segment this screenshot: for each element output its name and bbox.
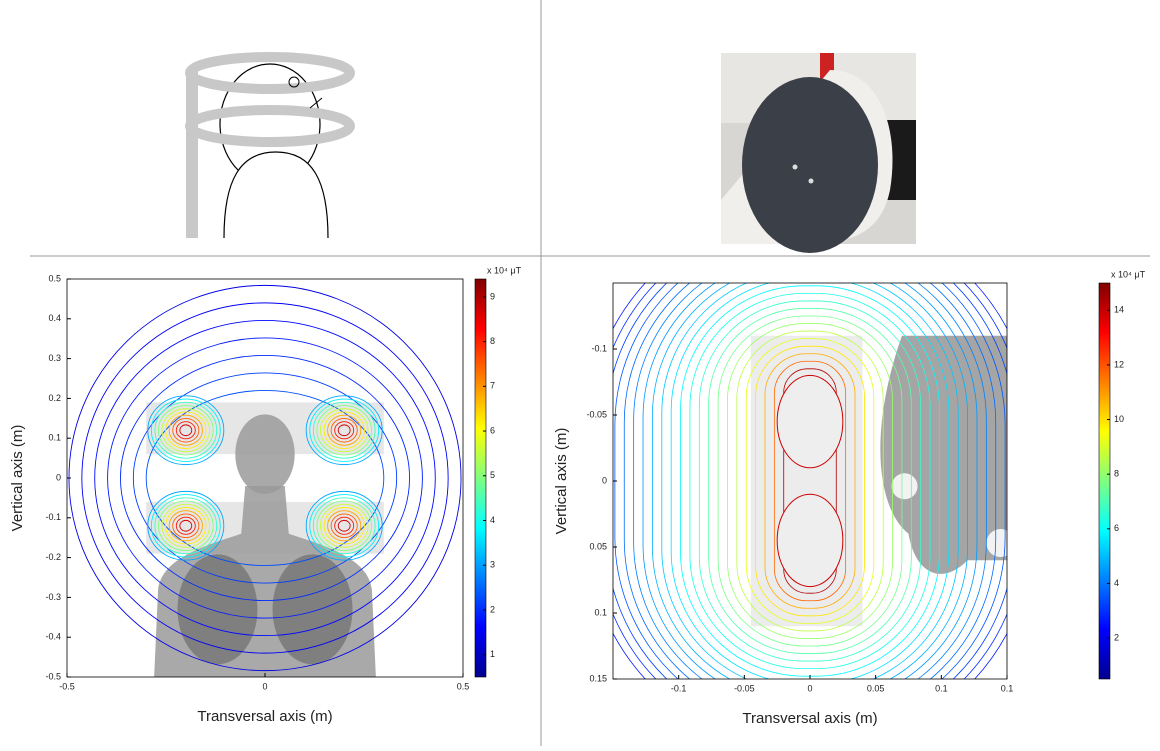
y-tick-label: 0.4 [48, 313, 61, 323]
colorbar-tick-label: 6 [490, 425, 495, 435]
y-tick-label: 0 [56, 472, 61, 482]
x-tick-label: 0.05 [867, 683, 885, 693]
figure: -0.5 0 0.5 -0.5 -0.4 -0.3 -0.2 -0.1 0 0.1 0.2 0.3 0.… [0, 0, 1160, 746]
y-tick-label: -0.1 [45, 512, 61, 522]
x-tick-label: 0.1 [1001, 683, 1014, 693]
x-axis-label: Transversal axis (m) [742, 710, 877, 727]
anatomy-image [892, 473, 918, 499]
anatomy-image [235, 414, 294, 494]
coil-photo [721, 53, 916, 253]
y-tick-label: -0.1 [591, 343, 607, 353]
x-tick-label: -0.1 [671, 683, 687, 693]
x-tick-label: -0.5 [59, 681, 75, 691]
x-tick-label: 0.5 [457, 681, 470, 691]
x-tick-label: 0.1 [935, 683, 948, 693]
colorbar-tick-label: 9 [490, 291, 495, 301]
x-tick-label: 0 [262, 681, 267, 691]
y-tick-label: 0.2 [48, 393, 61, 403]
y-tick-label: 0.15 [589, 673, 607, 683]
x-tick-label: -0.05 [734, 683, 755, 693]
y-tick-label: -0.2 [45, 552, 61, 562]
colorbar-tick-label: 6 [1114, 523, 1119, 533]
colorbar-tick-label: 10 [1114, 414, 1124, 424]
y-tick-label: 0 [602, 475, 607, 485]
colorbar-label: x 10⁴ μT [487, 265, 522, 275]
colorbar-tick-label: 1 [490, 649, 495, 659]
y-tick-label: 0.05 [589, 541, 607, 551]
y-axis-label: Vertical axis (m) [553, 428, 570, 535]
colorbar-tick-label: 12 [1114, 359, 1124, 369]
y-tick-label: -0.3 [45, 592, 61, 602]
y-tick-label: 0.3 [48, 353, 61, 363]
highlight-band [777, 494, 843, 586]
y-tick-label: -0.4 [45, 632, 61, 642]
anatomy-image [177, 554, 257, 664]
y-tick-label: 0.1 [594, 607, 607, 617]
colorbar-tick-label: 4 [1114, 578, 1119, 588]
colorbar-tick-label: 4 [490, 515, 495, 525]
x-tick-label: 0 [807, 683, 812, 693]
colorbar-label: x 10⁴ μT [1111, 269, 1146, 279]
colorbar [475, 279, 486, 677]
y-tick-label: -0.05 [586, 409, 607, 419]
y-tick-label: 0.1 [48, 433, 61, 443]
colorbar-tick-label: 8 [490, 336, 495, 346]
colorbar-tick-label: 8 [1114, 469, 1119, 479]
colorbar-tick-label: 7 [490, 381, 495, 391]
y-tick-label: 0.5 [48, 273, 61, 283]
colorbar-tick-label: 14 [1114, 305, 1124, 315]
colorbar [1099, 283, 1110, 679]
colorbar-tick-label: 3 [490, 560, 495, 570]
x-axis-label: Transversal axis (m) [197, 708, 332, 725]
colorbar-tick-label: 2 [490, 604, 495, 614]
colorbar-tick-label: 2 [1114, 632, 1119, 642]
anatomy-image [273, 554, 353, 664]
colorbar-tick-label: 5 [490, 470, 495, 480]
y-tick-label: -0.5 [45, 671, 61, 681]
y-axis-label: Vertical axis (m) [9, 425, 26, 532]
highlight-band [777, 375, 843, 467]
